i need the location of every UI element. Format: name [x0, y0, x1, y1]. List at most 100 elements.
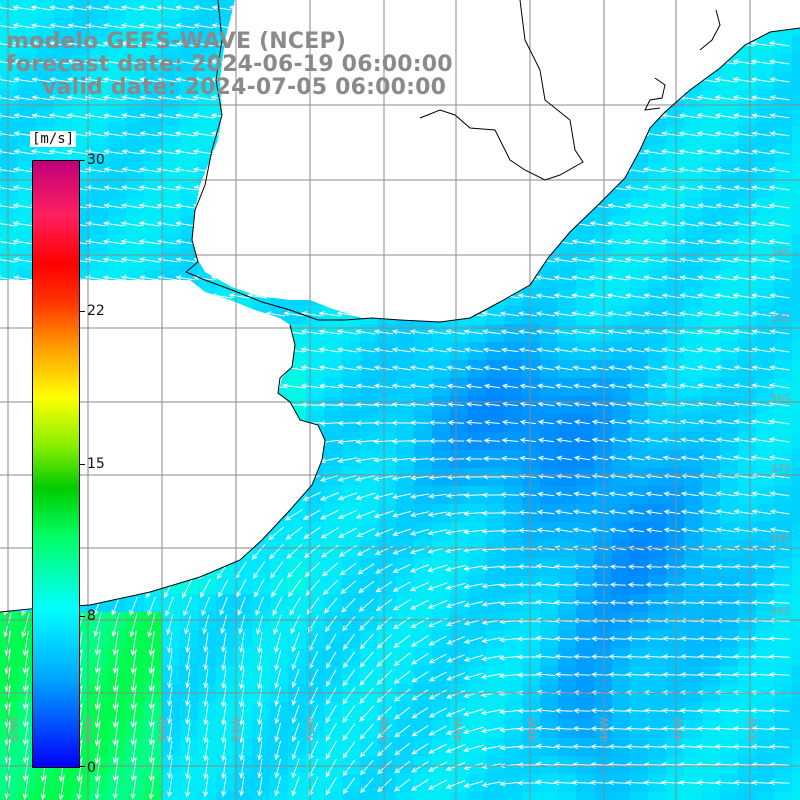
wind-arrow	[175, 23, 196, 29]
wind-arrow	[769, 59, 790, 65]
wind-arrow	[120, 275, 142, 281]
wind-arrow	[696, 131, 718, 137]
wind-arrow	[409, 383, 430, 389]
wind-arrow	[714, 113, 736, 119]
wind-arrow	[678, 131, 700, 137]
wind-arrow	[606, 275, 628, 281]
wind-arrow	[84, 275, 106, 281]
wind-arrow	[377, 778, 392, 793]
wind-arrow	[750, 707, 772, 714]
wind-arrow	[175, 77, 196, 83]
wind-arrow	[274, 632, 282, 654]
wind-arrow	[464, 474, 483, 480]
wind-arrow	[67, 41, 88, 47]
wind-speed-cell	[180, 792, 198, 800]
wind-arrow	[355, 365, 376, 371]
wind-arrow	[537, 419, 555, 425]
wind-arrow	[94, 667, 101, 692]
wind-arrow	[167, 740, 173, 761]
wind-arrow	[714, 347, 736, 353]
wind-arrow	[319, 420, 340, 426]
wind-arrow	[174, 113, 196, 119]
wind-arrow	[355, 329, 376, 335]
wind-arrow	[535, 743, 556, 749]
wind-arrow	[535, 293, 556, 299]
wind-arrow	[354, 475, 376, 482]
wind-arrow	[517, 293, 538, 299]
wind-arrow	[174, 149, 196, 155]
wind-arrow	[480, 691, 502, 698]
wind-arrow	[482, 456, 501, 462]
wind-arrow	[768, 419, 790, 425]
wind-arrow	[572, 527, 591, 533]
wind-arrow	[678, 149, 700, 155]
wind-speed-cell	[792, 324, 800, 342]
wind-arrow	[572, 365, 591, 371]
wind-arrow	[465, 456, 483, 462]
wind-arrow	[751, 743, 772, 750]
wind-arrow	[148, 648, 155, 675]
wind-arrow	[93, 613, 102, 638]
wind-arrow	[516, 618, 538, 624]
wind-arrow	[156, 23, 178, 29]
wind-arrow	[320, 509, 340, 520]
wind-arrow	[359, 651, 374, 668]
wind-arrow	[237, 597, 246, 616]
wind-arrow	[643, 149, 664, 155]
wind-arrow	[463, 672, 484, 680]
wind-arrow	[58, 774, 65, 800]
wind-speed-cell	[792, 54, 800, 72]
wind-arrow	[679, 725, 700, 732]
wind-arrow	[22, 775, 29, 800]
wind-arrow	[239, 650, 245, 672]
wind-arrow	[609, 527, 627, 533]
wind-arrow	[411, 689, 429, 701]
colorbar-tickmark	[79, 616, 85, 617]
wind-arrow	[66, 149, 88, 155]
wind-arrow	[517, 672, 538, 678]
wind-arrow	[481, 583, 502, 589]
wind-arrow	[498, 673, 520, 679]
wind-arrow	[359, 777, 374, 794]
wind-arrow	[679, 383, 700, 389]
wind-arrow	[750, 671, 772, 678]
wind-arrow	[257, 776, 263, 797]
wind-arrow	[519, 383, 537, 389]
wind-arrow	[85, 167, 106, 173]
wind-speed-cell	[792, 378, 800, 396]
wind-arrow	[428, 420, 447, 426]
wind-arrow	[715, 671, 736, 678]
wind-speed-cell	[108, 792, 126, 800]
wind-arrow	[428, 725, 448, 736]
wind-arrow	[769, 77, 790, 83]
wind-arrow	[642, 257, 664, 263]
wind-arrow	[120, 41, 142, 47]
wind-speed-cell	[792, 126, 800, 144]
wind-arrow	[84, 113, 106, 119]
colorbar-tick-30: 30	[87, 152, 105, 168]
wind-arrow	[239, 776, 245, 797]
wind-arrow	[697, 527, 718, 533]
wind-arrow	[318, 329, 340, 335]
wind-arrow	[535, 671, 555, 677]
wind-speed-cell	[792, 432, 800, 450]
wind-arrow	[302, 509, 321, 520]
wind-arrow	[769, 743, 790, 750]
wind-arrow	[750, 635, 772, 642]
wind-arrow	[246, 293, 268, 299]
wind-arrow	[411, 725, 429, 737]
wind-arrow	[645, 564, 663, 570]
wind-arrow	[156, 203, 178, 209]
wind-arrow	[185, 722, 191, 743]
wind-arrow	[518, 329, 537, 335]
wind-arrow	[697, 491, 717, 497]
wind-speed-cell	[720, 792, 738, 800]
wind-arrow	[120, 77, 142, 83]
wind-arrow	[751, 167, 772, 173]
wind-arrow	[643, 671, 664, 678]
wind-arrow	[340, 580, 357, 595]
wind-arrow	[626, 455, 645, 461]
wind-arrow	[336, 329, 358, 335]
wind-arrow	[221, 686, 227, 708]
wind-arrow	[427, 365, 448, 371]
